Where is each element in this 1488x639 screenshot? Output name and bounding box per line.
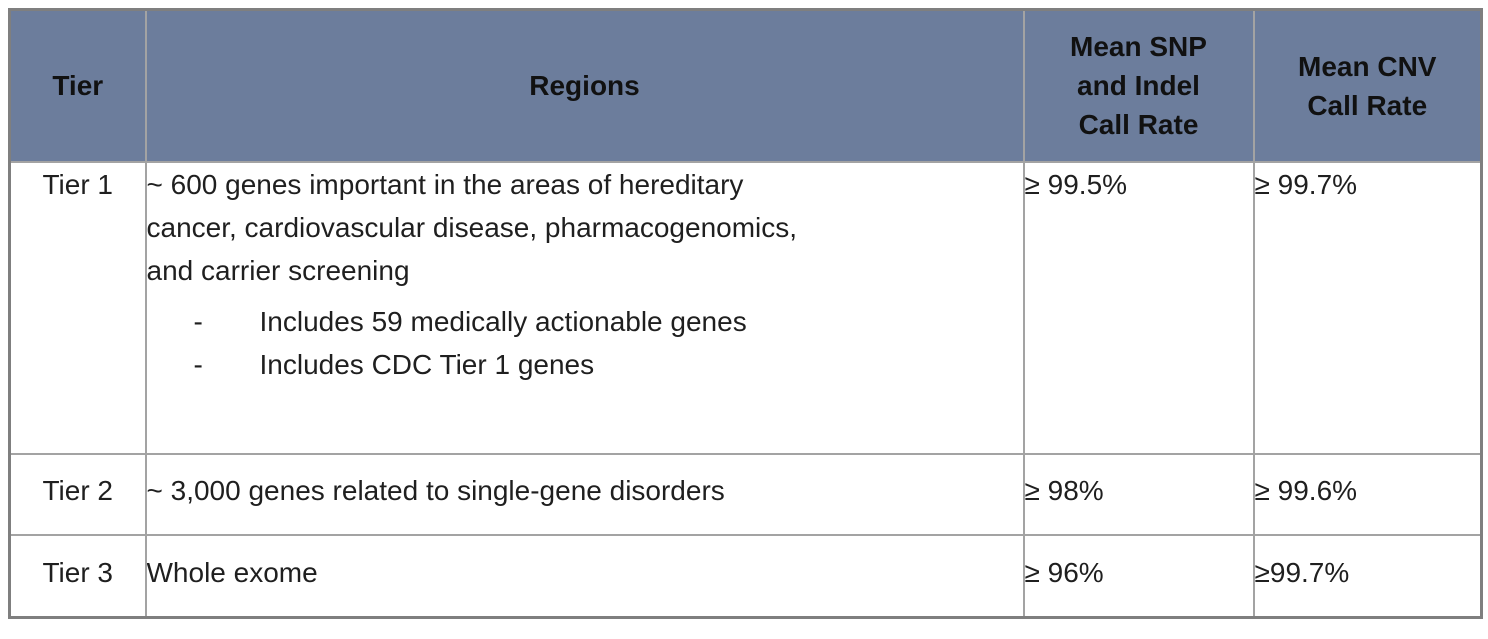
tier-cell: Tier 3	[8, 533, 147, 619]
snp-indel-rate-cell: ≥ 96%	[1022, 533, 1255, 619]
table-row-tier3: Tier 3 Whole exome ≥ 96% ≥99.7%	[8, 533, 1483, 619]
header-line: Mean SNP	[1070, 31, 1207, 63]
header-line: Call Rate	[1307, 89, 1428, 121]
header-line: Call Rate	[1078, 109, 1199, 141]
cnv-rate-cell: ≥ 99.7%	[1252, 160, 1483, 455]
region-bullet-text: Includes CDC Tier 1 genes	[259, 348, 595, 380]
table-row-tier2: Tier 2 ~ 3,000 genes related to single-g…	[8, 452, 1483, 536]
header-line: and Indel	[1077, 70, 1200, 102]
cnv-rate-cell: ≥ 99.6%	[1252, 452, 1483, 536]
bullet-dash-marker: -	[193, 348, 203, 380]
snp-indel-rate-cell: ≥ 99.5%	[1022, 160, 1255, 455]
regions-cell: ~ 600 genes important in the areas of he…	[144, 160, 1025, 455]
col-header-regions-label: Regions	[529, 70, 640, 102]
region-bullet-item: - Includes CDC Tier 1 genes	[148, 343, 1022, 386]
table-row-tier1: Tier 1 ~ 600 genes important in the area…	[8, 160, 1483, 455]
tier-cell: Tier 2	[8, 452, 147, 536]
tier-cell: Tier 1	[8, 160, 147, 455]
header-row: Tier Regions Mean SNP and Indel Call Rat…	[8, 8, 1483, 163]
col-header-regions: Regions	[144, 8, 1025, 163]
region-text-line: ~ 600 genes important in the areas of he…	[146, 168, 744, 200]
region-bullet-item: - Includes 59 medically actionable genes	[148, 300, 1022, 343]
region-text-line: cancer, cardiovascular disease, pharmaco…	[146, 211, 798, 243]
region-bullet-list: - Includes 59 medically actionable genes…	[148, 300, 1022, 386]
col-header-tier-label: Tier	[52, 70, 104, 102]
cnv-rate-cell: ≥99.7%	[1252, 533, 1483, 619]
regions-cell: Whole exome	[144, 533, 1025, 619]
region-text-line: and carrier screening	[146, 254, 410, 286]
tier-call-rate-table: Tier Regions Mean SNP and Indel Call Rat…	[8, 8, 1483, 619]
region-bullet-text: Includes 59 medically actionable genes	[259, 305, 747, 337]
snp-indel-rate-cell: ≥ 98%	[1022, 452, 1255, 536]
col-header-tier: Tier	[8, 8, 147, 163]
bullet-dash-marker: -	[193, 305, 203, 337]
col-header-snp-indel-call-rate: Mean SNP and Indel Call Rate	[1022, 8, 1255, 163]
regions-cell: ~ 3,000 genes related to single-gene dis…	[144, 452, 1025, 536]
header-line: Mean CNV	[1298, 50, 1437, 82]
col-header-cnv-call-rate: Mean CNV Call Rate	[1252, 8, 1483, 163]
